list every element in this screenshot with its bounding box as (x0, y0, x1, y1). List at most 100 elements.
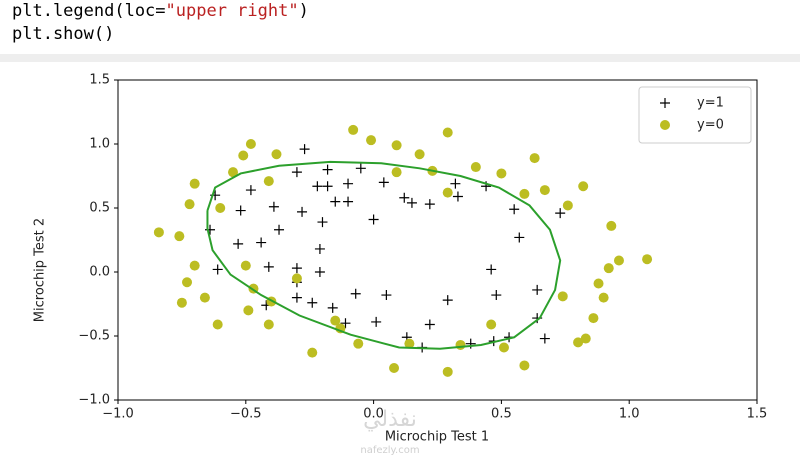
point (381, 290, 392, 301)
point (578, 181, 589, 192)
x-tick-label: −1.0 (102, 407, 134, 422)
point (182, 277, 193, 288)
point (291, 292, 302, 303)
point (509, 204, 520, 215)
point (355, 163, 366, 174)
point (243, 305, 254, 316)
watermark: نفذلي (363, 407, 417, 432)
point (340, 318, 351, 329)
x-tick-label: 0.5 (491, 407, 512, 422)
point (642, 254, 653, 265)
point (235, 205, 246, 216)
point (424, 319, 435, 330)
point (153, 227, 164, 238)
point (312, 181, 323, 192)
y-axis-label: Microchip Test 2 (33, 218, 48, 322)
point (256, 237, 267, 248)
y-tick-label: 1.0 (89, 137, 110, 152)
point (539, 185, 550, 196)
point (322, 181, 333, 192)
point (240, 260, 251, 271)
point (245, 139, 256, 149)
point (174, 231, 185, 242)
y-tick-label: 1.5 (89, 73, 110, 88)
x-tick-label: 0.0 (363, 407, 384, 422)
point (348, 124, 359, 135)
point (424, 199, 435, 210)
point (297, 206, 308, 217)
code-token: plt.show() (12, 24, 115, 44)
point (442, 187, 453, 198)
point (199, 292, 210, 303)
point (263, 261, 274, 272)
point (529, 153, 540, 164)
point (317, 217, 328, 228)
point (378, 177, 389, 188)
point (532, 284, 543, 295)
point (613, 255, 624, 266)
point (442, 366, 453, 377)
point (491, 290, 502, 301)
point (307, 297, 318, 308)
point (606, 220, 617, 231)
point (452, 191, 463, 202)
point (274, 224, 285, 235)
point (238, 150, 249, 161)
point (399, 192, 410, 203)
point (291, 273, 302, 284)
point (404, 338, 415, 349)
y-tick-label: −0.5 (78, 329, 110, 344)
point (519, 188, 530, 199)
point (603, 263, 614, 274)
point (557, 291, 568, 302)
point (598, 292, 609, 303)
point (391, 167, 402, 178)
point (486, 264, 497, 275)
point (271, 149, 282, 160)
point (307, 347, 318, 358)
point (299, 144, 310, 155)
point (330, 196, 341, 207)
point (455, 339, 466, 350)
point (212, 264, 223, 275)
point (228, 167, 239, 178)
code-line: plt.show() (12, 23, 309, 46)
legend-box (638, 86, 752, 144)
code-token: plt.legend(loc= (12, 1, 166, 21)
watermark: nafezly.com (360, 445, 419, 456)
decision-boundary (206, 160, 562, 350)
point (189, 260, 200, 271)
point (555, 208, 566, 219)
code-line: plt.legend(loc="upper right") (12, 0, 309, 23)
point (406, 197, 417, 208)
point (496, 168, 507, 179)
point (573, 337, 584, 348)
code-token: ) (298, 1, 309, 21)
code-token: "upper right" (165, 1, 299, 21)
point (389, 363, 400, 373)
code-cell: plt.legend(loc="upper right") plt.show() (12, 0, 309, 46)
point (212, 319, 223, 330)
point (514, 232, 525, 243)
point (268, 201, 279, 212)
point (498, 342, 509, 353)
point (366, 135, 377, 146)
x-tick-label: −0.5 (230, 407, 262, 422)
point (593, 278, 604, 289)
cell-separator (0, 54, 800, 62)
x-tick-label: 1.0 (619, 407, 640, 422)
point (291, 167, 302, 178)
point (176, 297, 187, 308)
point (391, 140, 402, 151)
point (245, 185, 256, 196)
point (465, 338, 476, 349)
point (215, 203, 226, 213)
legend-label: y=0 (697, 118, 724, 133)
x-tick-label: 1.5 (747, 407, 768, 422)
point (233, 238, 244, 249)
point (353, 338, 364, 349)
legend-marker (660, 120, 670, 130)
y-tick-label: 0.0 (89, 265, 110, 280)
